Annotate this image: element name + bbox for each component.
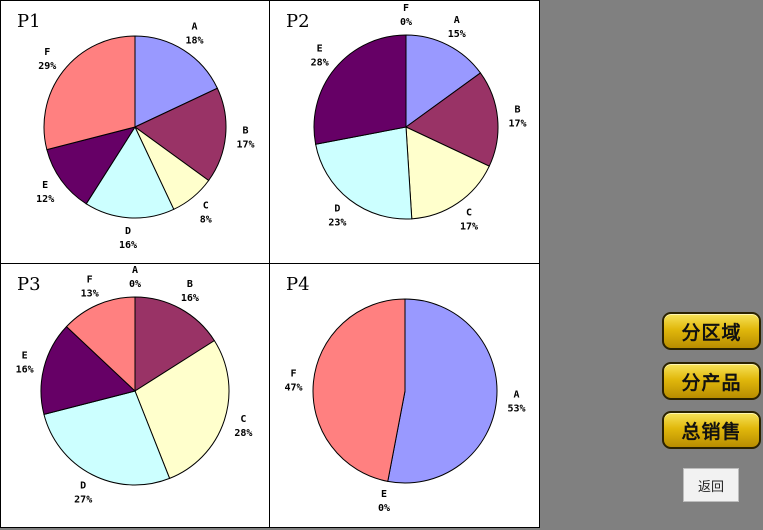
pie-slice-b bbox=[134, 296, 216, 392]
slice-label-d: D 23% bbox=[328, 204, 346, 229]
pie-panel-p4: A 53% E 0% F 47% P4 bbox=[269, 263, 540, 528]
slice-label-e: E 28% bbox=[311, 44, 329, 69]
pie-slice-d bbox=[43, 390, 171, 486]
slice-label-e: E 12% bbox=[36, 180, 54, 205]
slice-label-f: F 47% bbox=[284, 369, 302, 394]
slice-label-b: B 17% bbox=[508, 105, 526, 130]
chart-title: P2 bbox=[286, 11, 310, 32]
slice-label-a: A 53% bbox=[507, 390, 525, 415]
pie-slice-c bbox=[405, 126, 490, 220]
pie-slice-a bbox=[134, 35, 219, 128]
by-region-button[interactable]: 分区域 bbox=[662, 312, 761, 350]
slice-label-b: B 17% bbox=[236, 125, 254, 150]
total-sales-button[interactable]: 总销售 bbox=[662, 411, 761, 449]
slice-label-e: E 0% bbox=[378, 489, 390, 514]
slice-label-e: E 16% bbox=[16, 351, 34, 376]
slice-label-b: B 16% bbox=[181, 279, 199, 304]
pie-slice-b bbox=[134, 87, 227, 182]
pie-slice-c bbox=[134, 339, 230, 480]
back-button[interactable]: 返回 bbox=[683, 468, 739, 502]
pie-slice-a bbox=[387, 298, 498, 484]
chart-title: P1 bbox=[17, 11, 41, 32]
pie-panel-p2: A 15% B 17% C 17% D 23% E 28% F 0% P2 bbox=[269, 0, 540, 264]
pie-slice-d bbox=[85, 125, 175, 219]
pie-chart-p2: A 15% B 17% C 17% D 23% E 28% F 0% bbox=[311, 3, 527, 233]
slice-label-a: A 0% bbox=[129, 265, 141, 290]
pie-slice-d bbox=[315, 126, 413, 220]
pie-slice-e bbox=[40, 325, 137, 415]
chart-title: P4 bbox=[286, 274, 310, 295]
pie-chart-p1: A 18% B 17% C 8% D 16% E 12% F 29% bbox=[36, 21, 254, 251]
pie-slice-f bbox=[43, 35, 136, 151]
pie-panel-p3: A 0% B 16% C 28% D 27% E 16% F 13% P3 bbox=[0, 263, 270, 528]
slice-label-d: D 16% bbox=[119, 226, 137, 251]
pie-slice-a bbox=[405, 34, 482, 128]
slice-label-c: C 8% bbox=[200, 201, 212, 226]
slice-label-c: C 17% bbox=[460, 208, 478, 233]
pie-panel-p1: A 18% B 17% C 8% D 16% E 12% F 29% P1 bbox=[0, 0, 270, 264]
pie-slice-e bbox=[313, 34, 407, 145]
slice-label-f: F 29% bbox=[38, 47, 56, 72]
by-product-button[interactable]: 分产品 bbox=[662, 362, 761, 400]
slice-label-f: F 0% bbox=[400, 3, 412, 28]
pie-slice-f bbox=[65, 296, 136, 393]
slice-label-a: A 18% bbox=[185, 21, 203, 46]
pie-chart-p4: A 53% E 0% F 47% bbox=[284, 298, 526, 514]
pie-slice-b bbox=[405, 72, 499, 167]
slice-label-c: C 28% bbox=[234, 414, 252, 439]
slice-label-f: F 13% bbox=[81, 274, 99, 299]
pie-slice-e bbox=[46, 126, 137, 205]
slice-label-a: A 15% bbox=[448, 15, 466, 40]
pie-chart-p3: A 0% B 16% C 28% D 27% E 16% F 13% bbox=[16, 265, 253, 506]
pie-slice-f bbox=[312, 298, 406, 482]
slice-label-d: D 27% bbox=[74, 481, 92, 506]
chart-title: P3 bbox=[17, 274, 41, 295]
